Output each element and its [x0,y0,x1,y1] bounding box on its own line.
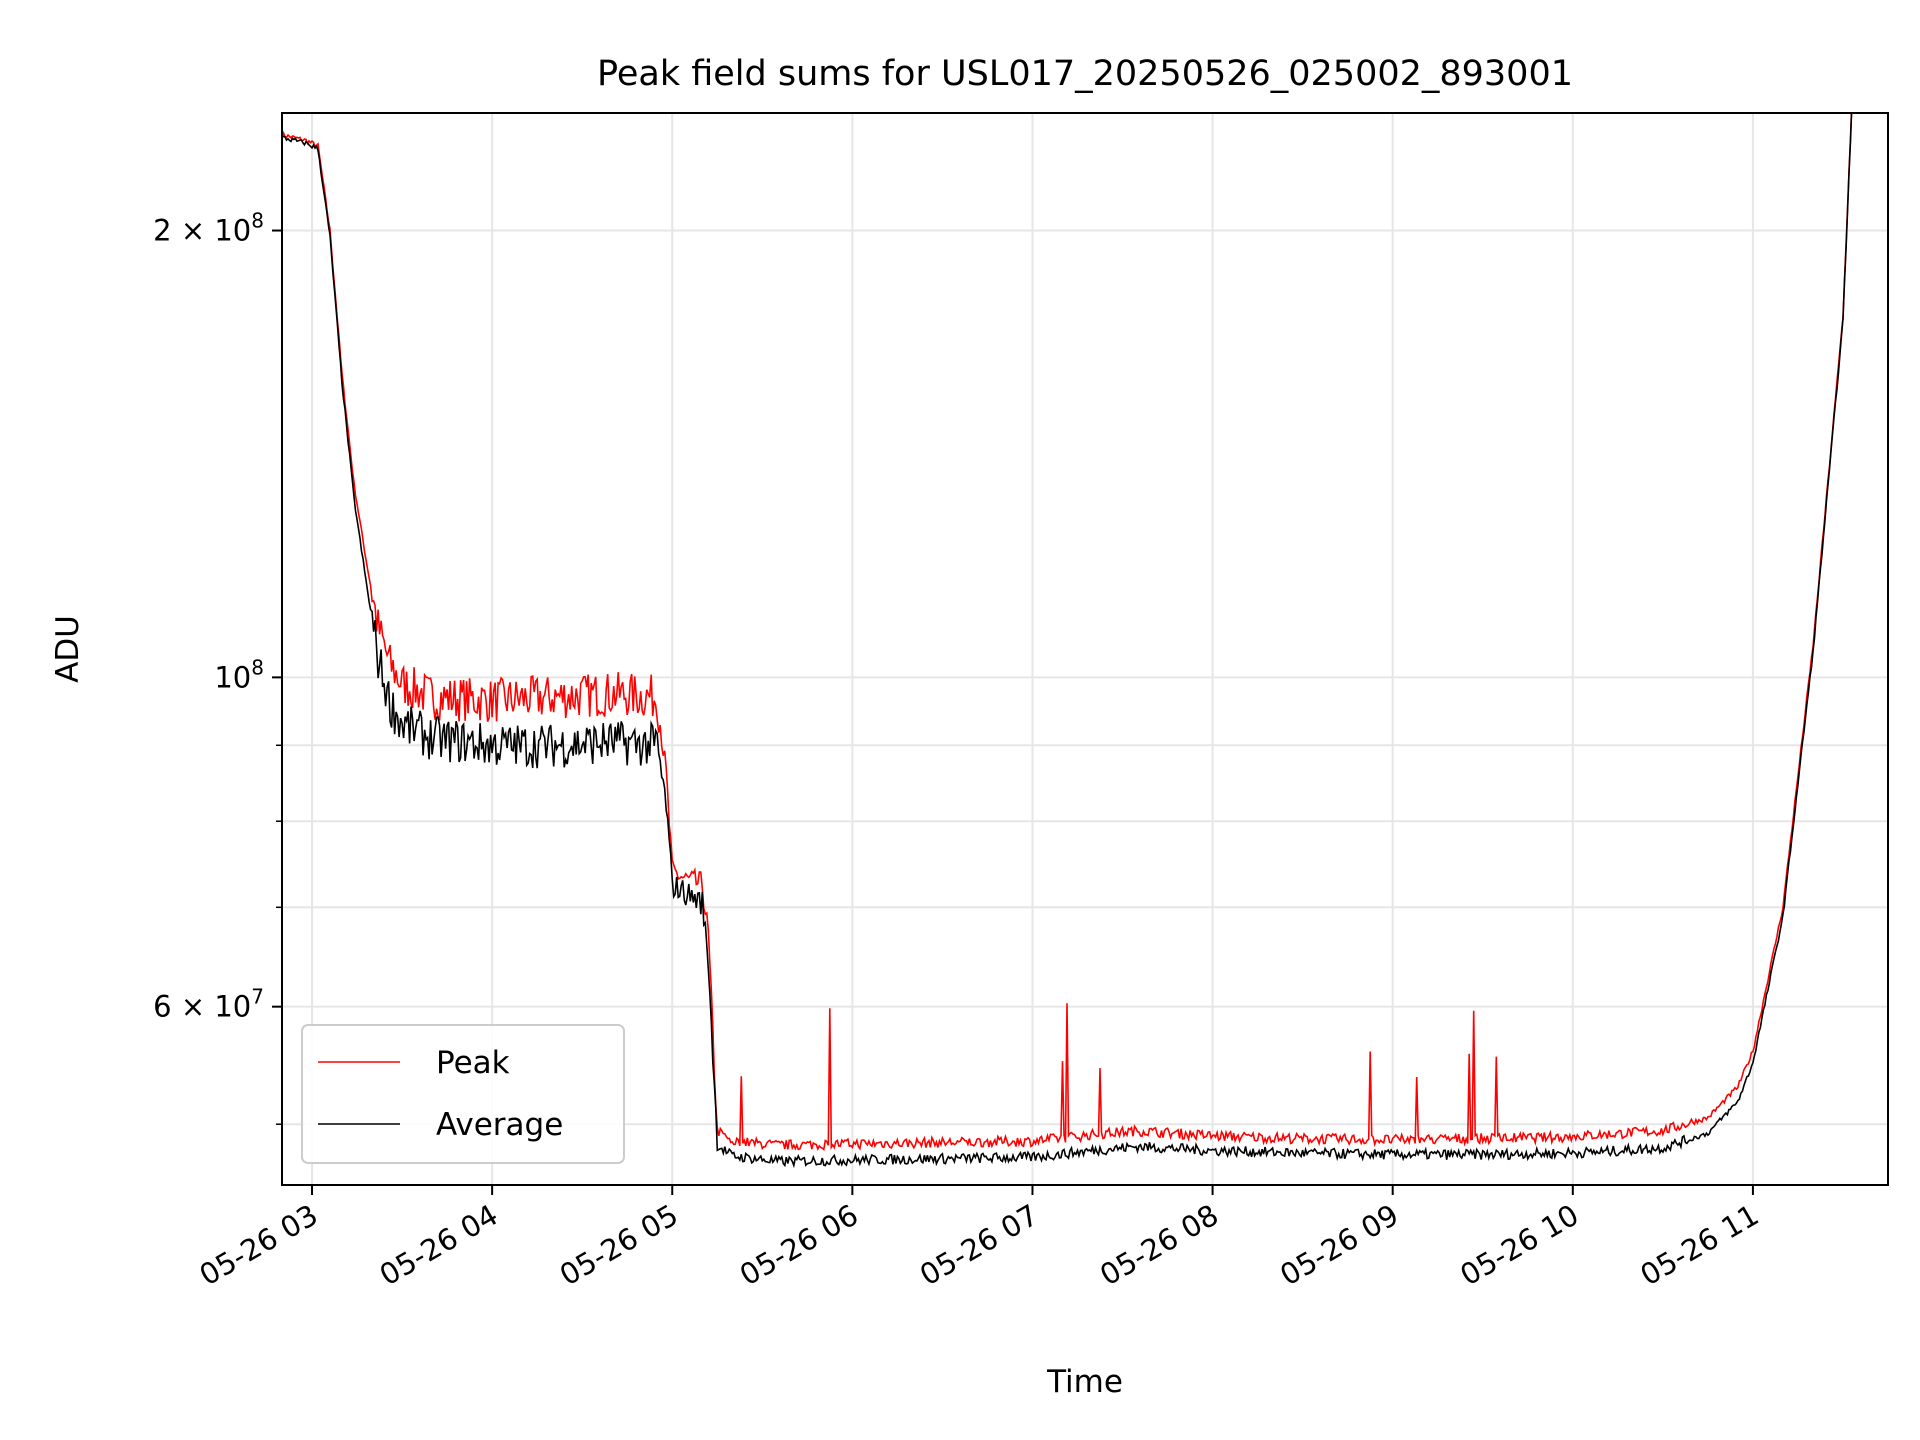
legend-box [301,1024,625,1164]
y-tick-label: 2 × 108 [153,209,264,248]
legend: Peak Average [301,1024,625,1164]
series-line-average [282,113,1853,1169]
y-axis: 2 × 108 108 6 × 107 [153,209,282,1125]
legend-peak-label: Peak [436,1045,510,1081]
series-layer [282,113,1853,1169]
series-line-peak [282,113,1853,1152]
plot-frame [281,112,1889,1186]
y-axis-label: ADU [50,615,86,683]
grid [282,113,1888,1185]
y-tick-label: 108 [214,655,264,694]
legend-average-label: Average [436,1107,563,1143]
y-tick-label: 6 × 107 [153,985,264,1024]
x-axis-label: Time [1046,1364,1123,1400]
chart-title: Peak field sums for USL017_20250526_0250… [597,54,1573,94]
